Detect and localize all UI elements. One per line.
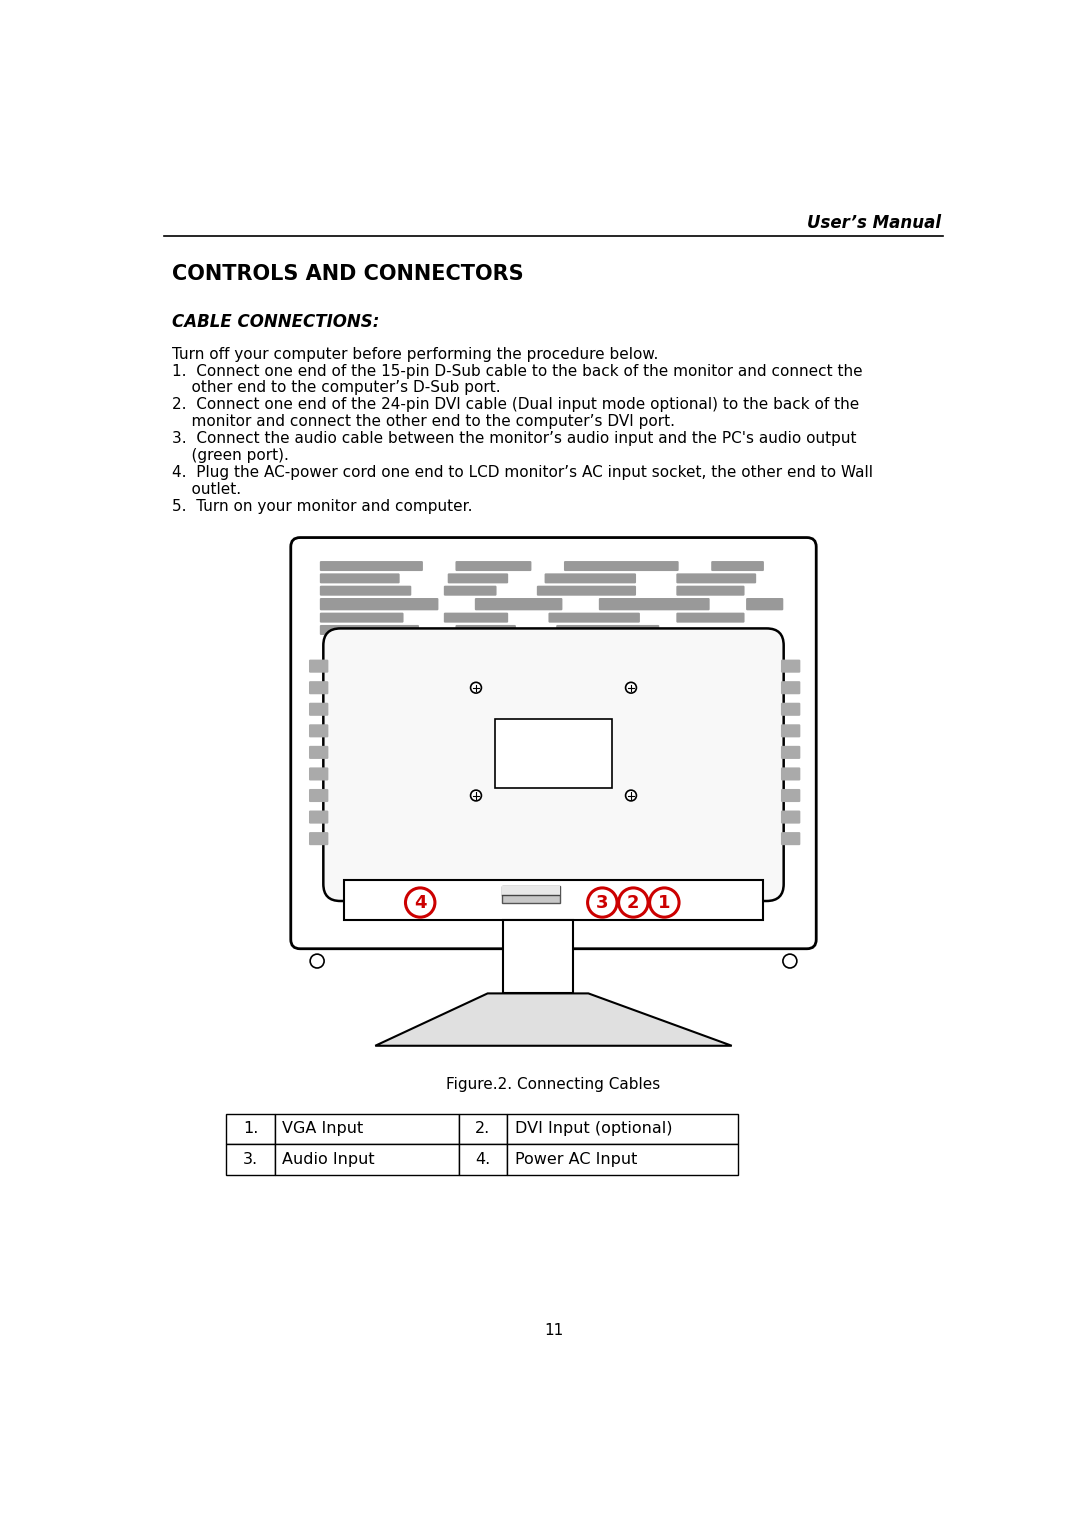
Bar	[274, 1144, 459, 1175]
Circle shape	[625, 683, 636, 694]
FancyBboxPatch shape	[781, 681, 800, 694]
FancyBboxPatch shape	[309, 681, 328, 694]
FancyBboxPatch shape	[456, 625, 516, 636]
FancyBboxPatch shape	[676, 613, 744, 622]
Text: monitor and connect the other end to the computer’s DVI port.: monitor and connect the other end to the…	[172, 414, 675, 429]
Text: Power AC Input: Power AC Input	[515, 1152, 637, 1167]
Circle shape	[619, 888, 648, 917]
Bar	[507, 1114, 738, 1144]
Text: DVI Input (optional): DVI Input (optional)	[515, 1122, 672, 1137]
FancyBboxPatch shape	[598, 597, 710, 610]
FancyBboxPatch shape	[309, 660, 328, 672]
FancyBboxPatch shape	[781, 703, 800, 715]
FancyBboxPatch shape	[781, 724, 800, 738]
FancyBboxPatch shape	[320, 561, 423, 571]
FancyBboxPatch shape	[781, 788, 800, 802]
Text: 3.  Connect the audio cable between the monitor’s audio input and the PC's audio: 3. Connect the audio cable between the m…	[172, 431, 856, 446]
Bar	[459, 1144, 507, 1175]
Text: CONTROLS AND CONNECTORS: CONTROLS AND CONNECTORS	[172, 264, 524, 284]
FancyBboxPatch shape	[309, 724, 328, 738]
FancyBboxPatch shape	[781, 660, 800, 672]
Text: 1: 1	[658, 894, 671, 912]
Bar	[227, 1144, 274, 1175]
FancyBboxPatch shape	[309, 746, 328, 759]
Text: outlet.: outlet.	[172, 483, 241, 497]
Text: CABLE CONNECTIONS:: CABLE CONNECTIONS:	[172, 313, 379, 330]
Circle shape	[471, 790, 482, 801]
Text: Turn off your computer before performing the procedure below.: Turn off your computer before performing…	[172, 347, 659, 362]
Circle shape	[588, 888, 617, 917]
Text: 4: 4	[414, 894, 427, 912]
FancyBboxPatch shape	[537, 585, 636, 596]
Text: (green port).: (green port).	[172, 448, 289, 463]
Text: 1.: 1.	[243, 1122, 258, 1137]
FancyBboxPatch shape	[320, 585, 411, 596]
Bar	[507, 1144, 738, 1175]
Text: 2.  Connect one end of the 24-pin DVI cable (Dual input mode optional) to the ba: 2. Connect one end of the 24-pin DVI cab…	[172, 397, 860, 413]
FancyBboxPatch shape	[444, 585, 497, 596]
FancyBboxPatch shape	[781, 767, 800, 781]
Text: Figure.2. Connecting Cables: Figure.2. Connecting Cables	[446, 1077, 661, 1091]
Text: Audio Input: Audio Input	[282, 1152, 375, 1167]
FancyBboxPatch shape	[444, 613, 509, 622]
FancyBboxPatch shape	[781, 746, 800, 759]
FancyBboxPatch shape	[309, 833, 328, 845]
FancyBboxPatch shape	[781, 810, 800, 824]
Bar	[503, 920, 572, 993]
Text: User’s Manual: User’s Manual	[807, 214, 941, 232]
FancyBboxPatch shape	[676, 573, 756, 584]
FancyBboxPatch shape	[746, 597, 783, 610]
Bar	[274, 1114, 459, 1144]
Text: 1.  Connect one end of the 15-pin D-Sub cable to the back of the monitor and con: 1. Connect one end of the 15-pin D-Sub c…	[172, 364, 863, 379]
Circle shape	[310, 953, 324, 969]
Text: 4.: 4.	[475, 1152, 490, 1167]
FancyBboxPatch shape	[712, 561, 764, 571]
FancyBboxPatch shape	[323, 628, 784, 902]
Text: other end to the computer’s D-Sub port.: other end to the computer’s D-Sub port.	[172, 380, 501, 396]
FancyBboxPatch shape	[448, 573, 509, 584]
Text: 4.  Plug the AC-power cord one end to LCD monitor’s AC input socket, the other e: 4. Plug the AC-power cord one end to LCD…	[172, 465, 874, 480]
FancyBboxPatch shape	[320, 597, 438, 610]
FancyBboxPatch shape	[309, 788, 328, 802]
FancyBboxPatch shape	[309, 767, 328, 781]
FancyBboxPatch shape	[781, 833, 800, 845]
FancyBboxPatch shape	[320, 613, 404, 622]
FancyBboxPatch shape	[309, 810, 328, 824]
Circle shape	[649, 888, 679, 917]
Text: 3: 3	[596, 894, 608, 912]
FancyBboxPatch shape	[456, 561, 531, 571]
Circle shape	[471, 683, 482, 694]
Text: 2.: 2.	[475, 1122, 490, 1137]
FancyBboxPatch shape	[676, 585, 744, 596]
Bar	[345, 880, 762, 920]
FancyBboxPatch shape	[320, 625, 419, 636]
FancyBboxPatch shape	[475, 597, 563, 610]
Bar	[496, 718, 611, 788]
FancyBboxPatch shape	[556, 625, 659, 636]
Bar	[227, 1114, 274, 1144]
Bar	[501, 886, 559, 895]
FancyBboxPatch shape	[544, 573, 636, 584]
FancyBboxPatch shape	[309, 703, 328, 715]
Polygon shape	[375, 993, 732, 1045]
Circle shape	[405, 888, 435, 917]
Text: 11: 11	[544, 1323, 563, 1339]
Circle shape	[625, 790, 636, 801]
Text: VGA Input: VGA Input	[282, 1122, 364, 1137]
Text: 5.  Turn on your monitor and computer.: 5. Turn on your monitor and computer.	[172, 500, 473, 513]
Text: 3.: 3.	[243, 1152, 258, 1167]
FancyBboxPatch shape	[291, 538, 816, 949]
Circle shape	[783, 953, 797, 969]
FancyBboxPatch shape	[564, 561, 678, 571]
Bar	[501, 886, 559, 903]
FancyBboxPatch shape	[320, 573, 400, 584]
Text: 2: 2	[627, 894, 639, 912]
Bar	[459, 1114, 507, 1144]
FancyBboxPatch shape	[549, 613, 640, 622]
